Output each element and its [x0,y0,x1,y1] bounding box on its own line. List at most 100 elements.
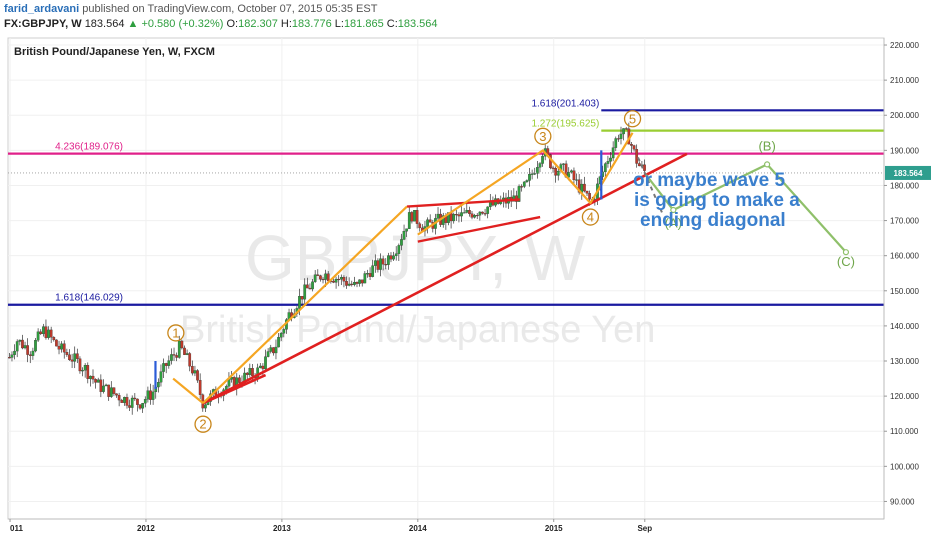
candle-body [138,404,142,409]
wave-circle [534,127,552,145]
price-tick-label: 170.000 [890,217,919,226]
candle-body [266,351,270,357]
candle-body [630,144,633,146]
candle-body [606,161,610,164]
candle-body [577,179,581,193]
candle-body [204,404,207,409]
low-value: 181.865 [343,18,384,30]
candle-body [609,157,612,162]
candle-body [62,343,66,353]
candle-body [407,212,411,229]
candle-body [112,387,116,394]
close-value: 183.564 [397,18,438,30]
author-link[interactable]: farid_ardavani [4,3,80,15]
candle-body [180,340,184,349]
chart-header: farid_ardavani published on TradingView.… [0,0,932,34]
candle-body [102,385,105,392]
candle-body [342,277,346,282]
candle-body [483,213,487,215]
candle-body [426,219,429,227]
candle-body [141,403,145,409]
time-tick-label: 2014 [409,524,427,533]
candle-body [447,212,450,223]
candle-body [303,284,307,300]
candle-body [475,214,479,217]
candle-body [60,343,63,350]
fib-label: 1.618(146.029) [55,293,123,304]
wave-label: 2 [199,417,206,432]
candle-body [146,390,150,400]
candle-body [123,397,126,403]
price-tick-label: 180.000 [890,181,919,190]
candle-body [632,145,636,150]
candle-body [49,329,53,338]
price-tick-label: 140.000 [890,322,919,331]
time-axis[interactable]: 011 2012 2013 2014 2015 Sep [8,518,884,533]
candle-body [251,368,254,377]
candle-body [136,398,139,405]
dashed-leg [637,156,664,214]
last-price-tag [885,165,931,180]
candle-body [57,345,61,350]
candle-body [109,387,113,397]
candle-body [622,128,625,135]
wave-label: 5 [629,111,636,126]
candle-body [120,399,124,403]
annotation-line: or maybe wave 5 [633,170,786,191]
candle-body [300,296,304,300]
candle-body [68,354,71,361]
candle-body [376,260,380,270]
candle-body [400,239,403,246]
candle-body [462,212,466,214]
candle-body [334,278,338,283]
candle-body [193,370,197,374]
candle-body [47,329,50,338]
price-chart[interactable]: GBPJPY, W British Pound/Japanese Yen Bri… [0,34,932,550]
candle-body [151,391,155,400]
candle-body [198,380,202,395]
candle-body [470,213,474,218]
candle-body [337,278,341,281]
candle-body [311,281,314,290]
low-label: L: [334,18,344,30]
candle-body [603,163,607,173]
trendline-base [202,373,267,405]
candle-body [339,277,343,280]
candle-body [389,255,393,260]
candle-body [26,345,30,355]
wave-3-5-legs [417,132,634,236]
wave-label: 4 [587,210,594,225]
candle-body [104,384,108,387]
candle-body [363,273,367,284]
candle-body [436,213,440,219]
price-tick-label: 120.000 [890,392,919,401]
candle-body [358,279,361,284]
candle-body [99,379,103,392]
candle-body [172,354,176,356]
candle-body [366,273,369,275]
candle-body [611,147,615,159]
price-tick-label: 220.000 [890,41,919,50]
annotation-line: is going to make a [634,190,800,211]
candle-body [530,173,534,175]
candle-body [551,167,555,169]
candle-body [326,273,330,282]
candle-body [149,390,152,400]
candle-body [86,365,90,379]
publish-line: farid_ardavani published on TradingView.… [4,3,377,15]
projection-point [670,206,677,214]
trendline-main [202,152,688,405]
candle-body [162,363,165,372]
symbol-label: FX:GBPJPY, W [4,18,82,30]
fib-label: 4.236(189.076) [55,142,123,153]
candle-body [381,258,385,265]
candle-body [305,284,309,289]
candle-body [128,405,131,408]
candle-body [274,346,278,354]
price-axis[interactable]: 183.564 220.000 210.000 200.000 190.000 180.0… [883,38,931,519]
price-tick-label: 130.000 [890,357,919,366]
candle-body [39,331,43,335]
fib-levels: 1.618(201.403) 1.272(195.625) 4.236(189.07… [8,98,884,306]
price-tick-label: 210.000 [890,76,919,85]
candle-body [387,255,390,265]
